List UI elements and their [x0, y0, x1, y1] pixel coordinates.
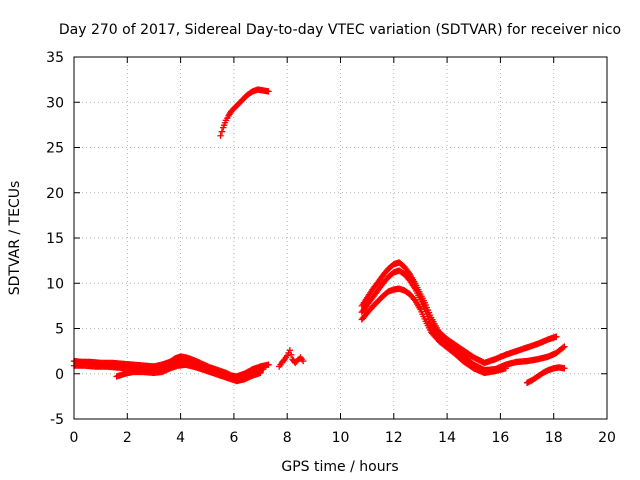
chart-title: Day 270 of 2017, Sidereal Day-to-day VTE…: [59, 22, 621, 38]
series-group: [358, 267, 568, 374]
data-point: [286, 347, 294, 354]
y-tick-label: 15: [46, 231, 64, 247]
data-point: [257, 369, 264, 377]
y-axis-ticks: -5 0 5 10 15 20 25 30 35: [46, 50, 607, 428]
data-point: [260, 366, 267, 373]
series-group: [217, 86, 272, 139]
y-tick-label: 30: [46, 95, 64, 111]
data-point: [265, 361, 272, 368]
data-point: [218, 128, 226, 135]
data-point: [560, 344, 567, 351]
x-tick-label: 4: [176, 430, 185, 446]
data-point: [217, 132, 224, 139]
x-tick-label: 18: [545, 430, 563, 446]
x-tick-label: 12: [385, 430, 403, 446]
y-tick-label: 35: [46, 50, 64, 66]
x-tick-label: 2: [123, 430, 132, 446]
y-tick-label: 25: [46, 141, 64, 157]
data-point: [502, 365, 509, 372]
y-tick-label: -5: [50, 412, 64, 428]
y-tick-label: 20: [46, 186, 64, 202]
y-tick-label: 5: [55, 322, 64, 338]
x-axis-ticks: 0 2 4 6 8 10 12 14 16 18 20: [70, 57, 616, 446]
data-point: [287, 351, 295, 358]
x-tick-label: 14: [438, 430, 456, 446]
x-tick-label: 0: [70, 430, 79, 446]
data-point: [265, 88, 272, 95]
y-tick-label: 0: [55, 367, 64, 383]
x-tick-label: 16: [491, 430, 509, 446]
x-tick-label: 8: [283, 430, 292, 446]
series-group: [113, 361, 264, 385]
x-tick-label: 20: [598, 430, 616, 446]
x-tick-label: 6: [229, 430, 238, 446]
series-group: [276, 347, 307, 370]
data-point: [553, 333, 560, 340]
series-group: [358, 285, 509, 377]
x-tick-label: 10: [332, 430, 350, 446]
y-tick-label: 10: [46, 276, 64, 292]
data-point: [561, 365, 568, 372]
data-series: [70, 86, 568, 386]
series-group: [523, 364, 568, 386]
y-axis-label: SDTVAR / TECUs: [7, 181, 23, 296]
x-axis-label: GPS time / hours: [281, 459, 398, 475]
data-point: [561, 343, 568, 350]
data-point: [299, 357, 307, 365]
